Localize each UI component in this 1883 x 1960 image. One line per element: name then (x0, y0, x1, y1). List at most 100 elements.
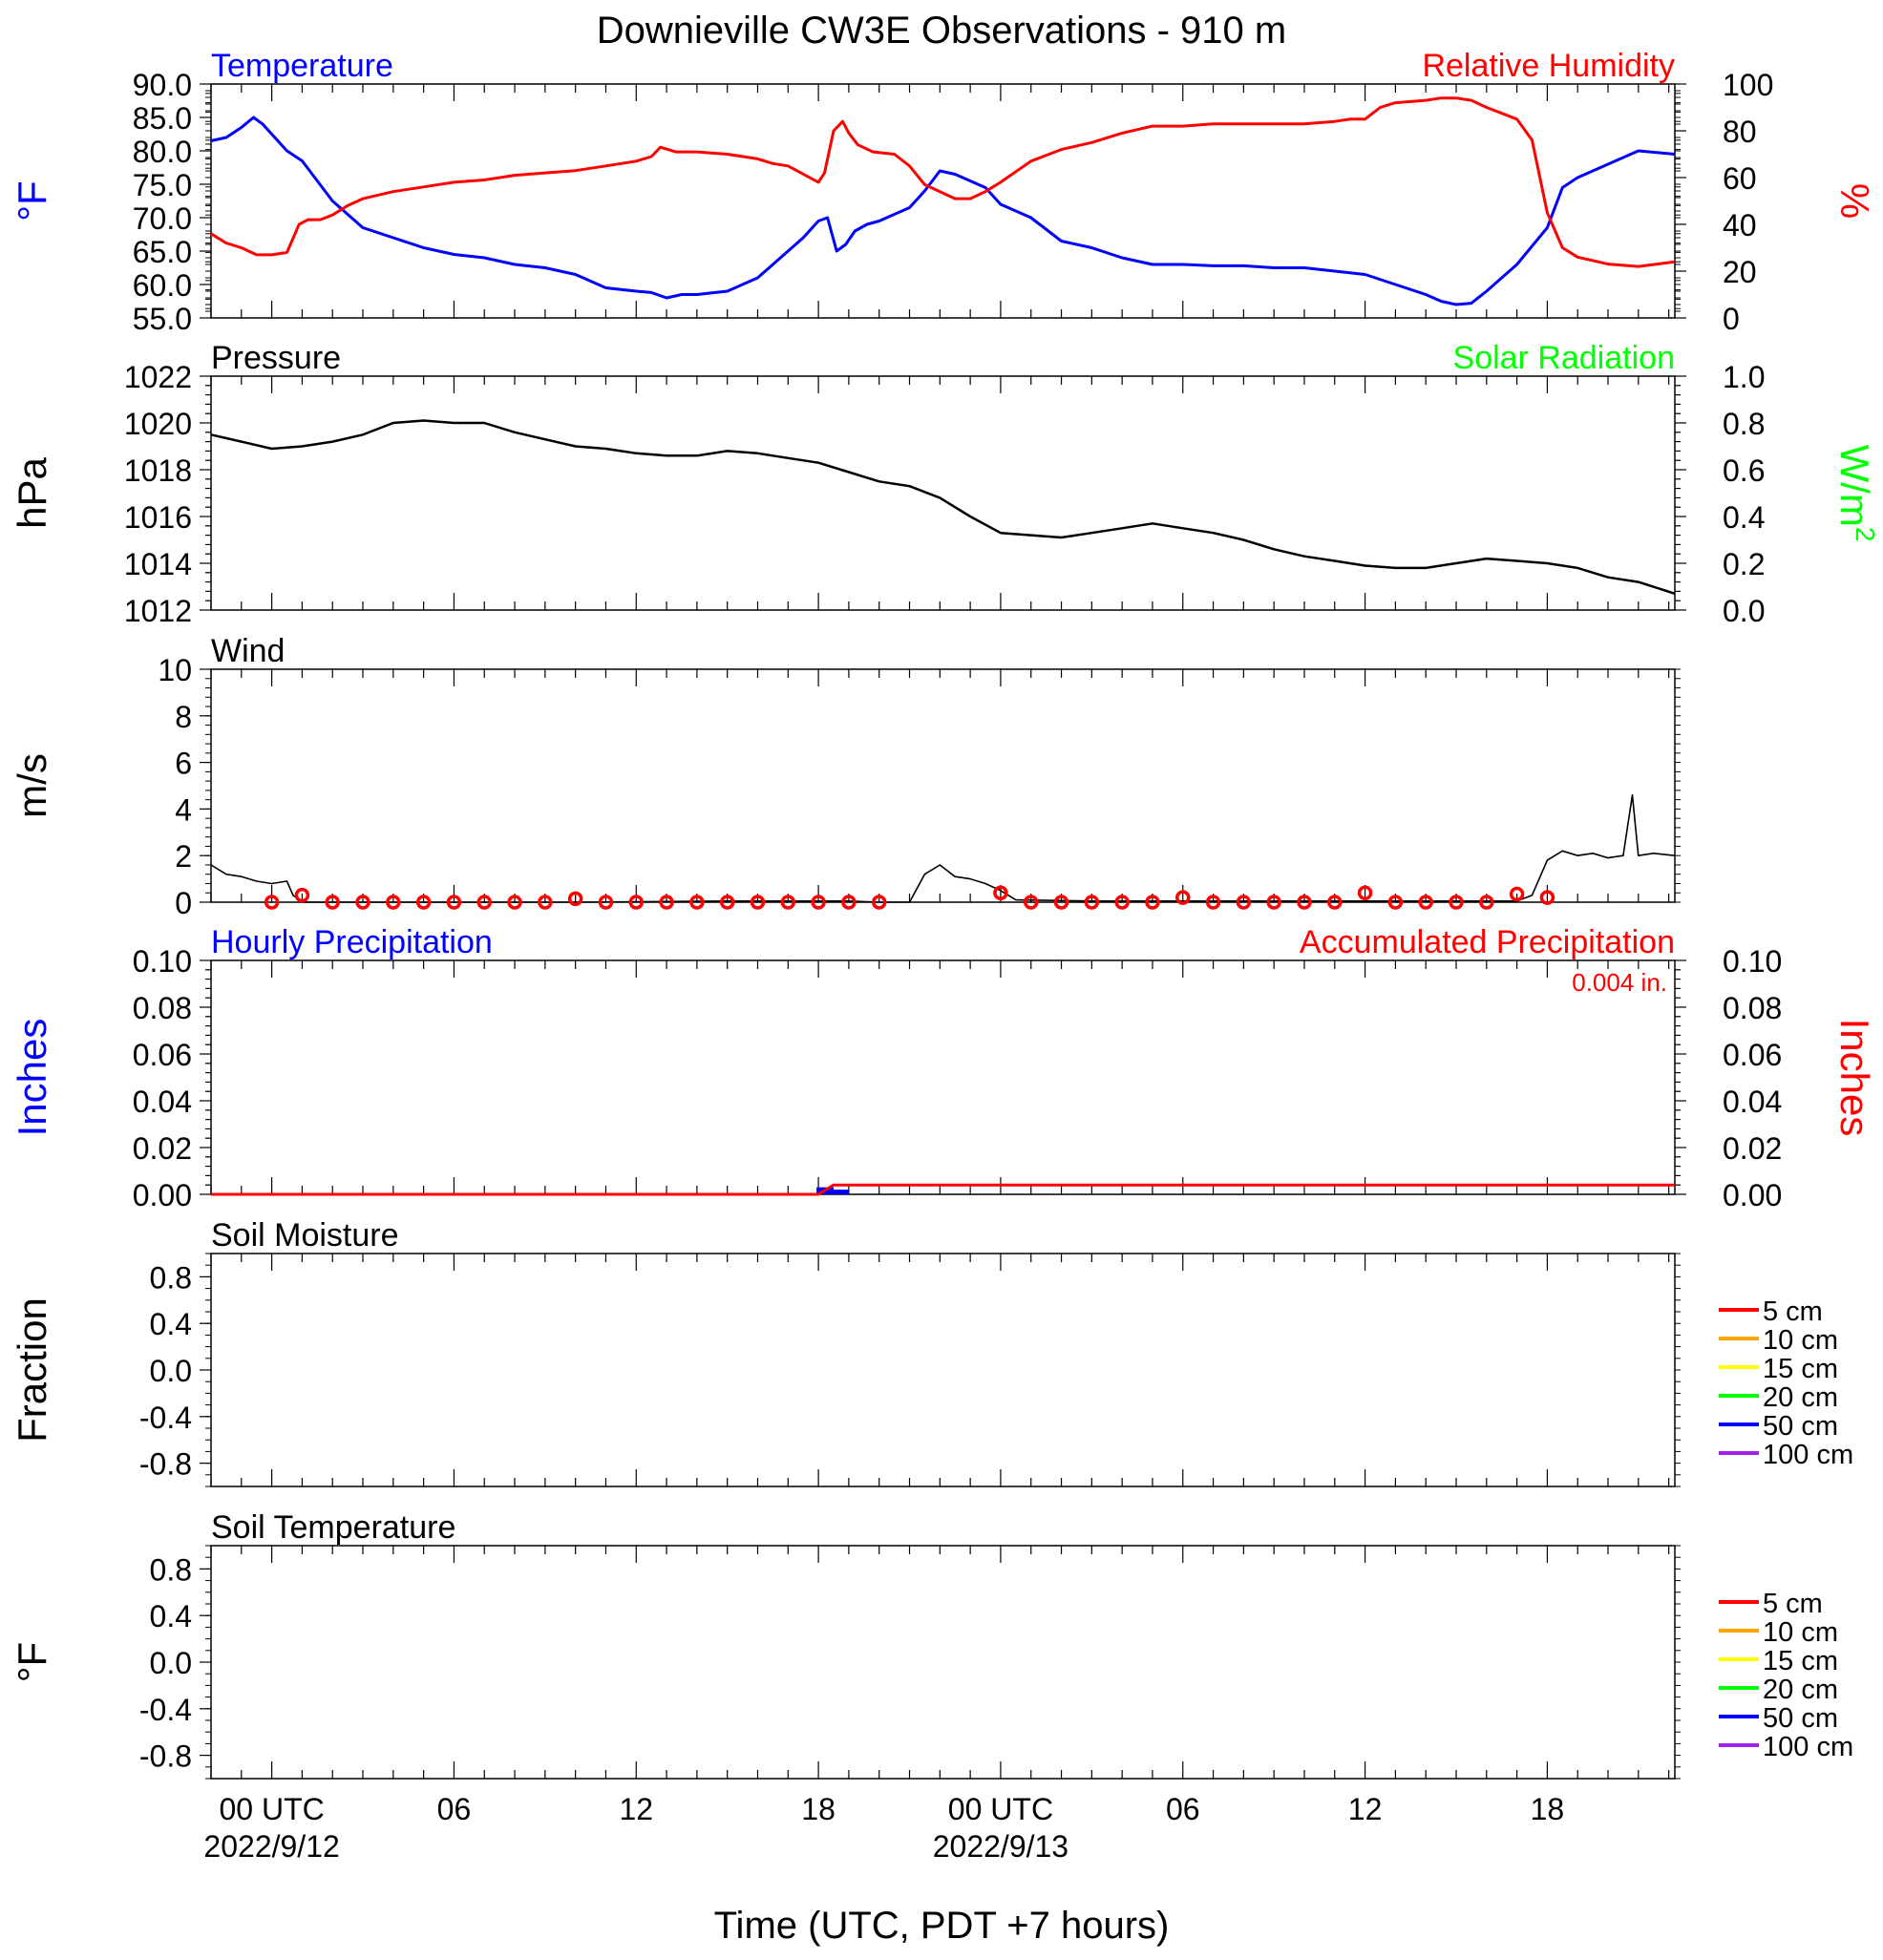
series-line-temperature (210, 116, 1676, 306)
y-tick-label: 20 (1723, 255, 1757, 289)
wind-direction-marker (1175, 890, 1191, 905)
y-tick-label: 0.08 (1723, 991, 1782, 1025)
y-tick-label: -0.4 (139, 1401, 192, 1435)
right-axis-unit: % (1832, 183, 1877, 219)
y-tick-label: 0.06 (133, 1038, 192, 1072)
wind-direction-marker (476, 895, 492, 910)
legend-label: 20 cm (1763, 1382, 1838, 1413)
panel-title-left: Pressure (211, 340, 341, 376)
y-tick-label: 1.0 (1723, 360, 1765, 394)
panel-precipitation: 0.10 0.08 0.06 0.04 0.02 0.00 0.10 0.08 0.06 0.04… (10, 924, 1877, 1212)
y-tick-label: 6 (175, 747, 192, 781)
left-axis-unit: Fraction (10, 1297, 54, 1443)
left-axis-unit: °F (10, 1642, 54, 1682)
y-tick-label: 70.0 (133, 201, 192, 236)
y-tick-label: 0.0 (1723, 594, 1765, 628)
y-tick-label: 1014 (124, 547, 192, 581)
wind-direction-marker (1145, 895, 1160, 910)
x-tick-label: 06 (1166, 1792, 1200, 1826)
y-tick-label: 55.0 (133, 302, 192, 336)
x-tick-label: 12 (1348, 1792, 1383, 1826)
chart-title: Downieville CW3E Observations - 910 m (597, 10, 1286, 52)
panel-title-right: Solar Radiation (1453, 340, 1675, 376)
y-tick-label: 0.06 (1723, 1038, 1782, 1072)
y-tick-label: 80 (1723, 115, 1757, 149)
y-tick-label: 0.8 (1723, 407, 1765, 441)
wind-direction-marker (598, 895, 614, 910)
panel-title-left: Temperature (211, 48, 393, 84)
wind-direction-marker (507, 895, 522, 910)
y-tick-label: 0.08 (133, 991, 192, 1025)
y-tick-label: 0.10 (133, 944, 192, 979)
panel-pressure-solar: 1022 1020 1018 1016 1014 1012 1.0 0.8 0.6 0.4 0.2 0… (10, 340, 1880, 628)
y-tick-label: 85.0 (133, 101, 192, 136)
wind-direction-marker (689, 895, 705, 910)
wind-direction-marker (1418, 895, 1433, 910)
series-line-accumulated (211, 1183, 1675, 1196)
panel-title-left: Soil Moisture (211, 1217, 399, 1254)
legend-label: 50 cm (1763, 1411, 1838, 1442)
y-tick-label: 65.0 (133, 235, 192, 269)
wind-direction-marker (446, 895, 462, 910)
legend-label: 10 cm (1763, 1325, 1838, 1356)
wind-direction-marker (659, 895, 674, 910)
panel-title-left: Wind (211, 633, 285, 669)
wind-direction-marker (567, 891, 583, 907)
legend-label: 20 cm (1763, 1675, 1838, 1705)
y-tick-label: 0.00 (133, 1178, 192, 1212)
y-tick-label: 40 (1723, 208, 1757, 242)
right-axis-unit-text: W/m (1832, 445, 1877, 527)
x-tick-label: 00 UTC (219, 1792, 324, 1826)
panel-title-left: Hourly Precipitation (211, 924, 493, 960)
y-tick-label: 60 (1723, 161, 1757, 196)
panel-frame (210, 959, 1676, 1195)
legend-label: 5 cm (1763, 1296, 1823, 1327)
y-tick-label: 0.10 (1723, 944, 1782, 979)
wind-direction-marker (1449, 895, 1464, 910)
series-line-humidity (210, 96, 1676, 268)
y-tick-label: 0.6 (1723, 453, 1765, 488)
y-tick-label: 75.0 (133, 168, 192, 202)
right-axis-unit-text: Inches (1832, 1019, 1877, 1137)
y-tick-label: 1012 (124, 594, 192, 628)
wind-direction-marker (415, 895, 432, 910)
x-date-label: 2022/9/12 (203, 1829, 339, 1864)
wind-direction-marker (1236, 895, 1252, 910)
left-axis-unit: m/s (10, 753, 54, 818)
wind-direction-marker (355, 895, 370, 910)
y-tick-label: -0.4 (139, 1693, 192, 1727)
y-tick-label: 0.4 (1723, 500, 1765, 535)
panel-frame (210, 668, 1676, 903)
right-axis-unit-sup: 2 (1851, 527, 1880, 542)
series-line-wind (210, 793, 1676, 903)
left-axis-unit: °F (10, 180, 54, 221)
y-tick-label: 0.4 (150, 1307, 192, 1341)
wind-direction-marker (1205, 895, 1221, 910)
wind-direction-marker (750, 895, 766, 910)
y-tick-label: 0.02 (1723, 1131, 1782, 1166)
wind-direction-marker (538, 895, 553, 910)
legend-label: 50 cm (1763, 1703, 1838, 1734)
panel-frame (210, 1253, 1676, 1487)
left-axis-unit: hPa (10, 456, 54, 528)
wind-direction-marker (1479, 895, 1494, 910)
wind-direction-marker (993, 885, 1008, 900)
wind-direction-marker (1023, 895, 1039, 910)
y-tick-label: 0.8 (150, 1260, 192, 1295)
y-tick-label: 1020 (124, 407, 192, 441)
left-axis-unit: Inches (10, 1019, 54, 1137)
wind-direction-marker (811, 895, 826, 910)
series-line-pressure (210, 419, 1676, 595)
x-date-label: 2022/9/13 (933, 1829, 1068, 1864)
panel-title-right: Relative Humidity (1422, 48, 1675, 84)
wind-direction-marker (264, 895, 280, 910)
legend-label: 5 cm (1763, 1589, 1823, 1619)
wind-direction-marker (1053, 895, 1069, 910)
panel-frame (210, 1545, 1676, 1780)
y-tick-label: 0.04 (1723, 1085, 1782, 1119)
y-tick-label: 60.0 (133, 268, 192, 303)
y-tick-label: 0 (1723, 302, 1740, 336)
y-tick-label: 80.0 (133, 135, 192, 169)
